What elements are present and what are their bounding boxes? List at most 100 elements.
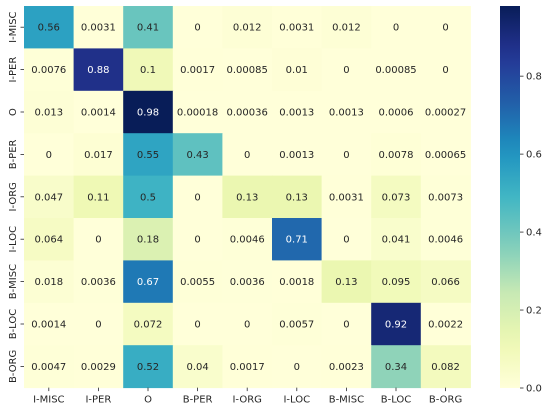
heatmap-cell	[172, 345, 223, 389]
y-tick-label: B-ORG	[8, 350, 19, 383]
heatmap-cell	[272, 48, 323, 92]
cell-value-label: 0.066	[431, 277, 460, 288]
heatmap-cell	[420, 133, 471, 177]
x-axis-ticks: I-MISC I-PER O B-PER I-ORG I-LOC B-MISC B-LOC B-…	[33, 387, 462, 406]
x-tick-label: I-ORG	[232, 395, 261, 406]
x-tick-label: I-LOC	[283, 395, 310, 406]
heatmap-cell	[321, 175, 372, 219]
heatmap-cell	[272, 133, 323, 177]
heatmap-cell	[272, 90, 323, 134]
cell-value-label: 0.082	[431, 362, 460, 373]
colorbar-tick-label: 0.4	[526, 228, 542, 239]
cell-value-label: 0.5	[140, 192, 156, 203]
cell-value-label: 0	[46, 150, 52, 161]
heatmap-cell	[420, 302, 471, 346]
cell-value-label: 0.012	[332, 23, 361, 34]
heatmap-cell	[24, 6, 75, 49]
cell-value-label: 0.0023	[329, 362, 364, 373]
heatmap-cell	[371, 260, 422, 304]
cell-value-label: 0.041	[382, 235, 411, 246]
cell-value-label: 0	[194, 320, 200, 331]
heatmap-cell	[24, 90, 75, 134]
cell-value-label: 0.0057	[279, 320, 314, 331]
heatmap-cell	[420, 90, 471, 134]
y-tick-label: B-PER	[8, 139, 19, 169]
colorbar-tick-label: 0.0	[526, 384, 542, 395]
cell-value-label: 0.00065	[425, 150, 466, 161]
heatmap-cell	[172, 175, 223, 219]
heatmap-cell	[272, 260, 323, 304]
cell-value-label: 0.0013	[329, 108, 364, 119]
y-tick-label: I-MISC	[8, 11, 19, 42]
cell-value-label: 0.88	[87, 65, 109, 76]
cell-value-label: 0.0013	[279, 108, 314, 119]
cell-value-label: 0.0013	[279, 150, 314, 161]
heatmap-cell	[321, 133, 372, 177]
cell-value-label: 0	[95, 235, 101, 246]
colorbar-tick-label: 0.8	[526, 72, 542, 83]
heatmap-cell	[222, 90, 273, 134]
heatmap-cell	[371, 345, 422, 389]
cell-value-label: 0.073	[382, 192, 411, 203]
heatmap-cell	[222, 48, 273, 92]
cell-value-label: 0.0078	[379, 150, 414, 161]
heatmap-cell	[420, 48, 471, 92]
heatmap-cell	[272, 218, 323, 261]
y-tick-label: B-MISC	[8, 264, 19, 299]
colorbar-gradient	[500, 6, 520, 388]
heatmap-cell	[371, 48, 422, 92]
heatmap-cell	[73, 345, 124, 389]
cell-value-label: 0.71	[286, 235, 308, 246]
heatmap-cell	[371, 90, 422, 134]
cell-value-label: 0.018	[34, 277, 63, 288]
cell-value-label: 0.56	[38, 23, 60, 34]
heatmap-cell	[24, 48, 75, 92]
cell-value-label: 0	[442, 65, 448, 76]
cell-value-label: 0.0055	[180, 277, 215, 288]
heatmap-cells: 0.56 0.0031 0.41 0 0.012 0.0031 0.012 0 0 0.0076 0…	[24, 6, 471, 389]
cell-value-label: 0.00018	[177, 108, 218, 119]
cell-value-label: 0.13	[236, 192, 258, 203]
heatmap-cell	[371, 175, 422, 219]
heatmap-cell	[222, 175, 273, 219]
heatmap-cell	[172, 302, 223, 346]
heatmap-cell	[123, 48, 174, 92]
cell-value-label: 0.00027	[425, 108, 466, 119]
cell-value-label: 0.0031	[279, 23, 314, 34]
cell-value-label: 0.0017	[230, 362, 265, 373]
heatmap-cell	[222, 133, 273, 177]
cell-value-label: 0.98	[137, 108, 159, 119]
colorbar-tick-label: 0.2	[526, 306, 542, 317]
heatmap-cell	[172, 90, 223, 134]
heatmap-cell	[123, 260, 174, 304]
cell-value-label: 0	[194, 23, 200, 34]
heatmap-cell	[24, 345, 75, 389]
heatmap-cell	[123, 175, 174, 219]
cell-value-label: 0.67	[137, 277, 159, 288]
colorbar: 0.0 0.2 0.4 0.6 0.8	[500, 6, 542, 395]
cell-value-label: 0.41	[137, 23, 159, 34]
heatmap-cell	[123, 6, 174, 49]
heatmap-cell	[272, 302, 323, 346]
heatmap-cell	[272, 345, 323, 389]
heatmap-cell	[321, 48, 372, 92]
cell-value-label: 0.11	[87, 192, 109, 203]
heatmap-cell	[123, 90, 174, 134]
heatmap-cell	[420, 6, 471, 49]
heatmap-cell	[123, 133, 174, 177]
cell-value-label: 0	[343, 235, 349, 246]
cell-value-label: 0.012	[233, 23, 262, 34]
heatmap-cell	[321, 302, 372, 346]
heatmap-cell	[73, 302, 124, 346]
x-tick-label: B-ORG	[429, 395, 462, 406]
heatmap-cell	[73, 175, 124, 219]
heatmap-cell	[321, 218, 372, 261]
heatmap-cell	[172, 218, 223, 261]
x-tick-label: I-PER	[85, 395, 111, 406]
heatmap-cell	[123, 302, 174, 346]
heatmap-cell	[123, 345, 174, 389]
heatmap-cell	[222, 345, 273, 389]
heatmap-cell	[272, 6, 323, 49]
cell-value-label: 0	[95, 320, 101, 331]
heatmap-cell	[371, 133, 422, 177]
